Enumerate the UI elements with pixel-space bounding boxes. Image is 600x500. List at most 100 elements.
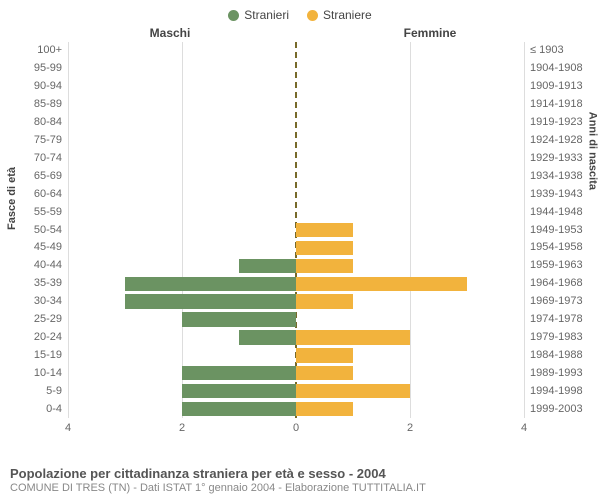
chart-title: Popolazione per cittadinanza straniera p… (10, 466, 590, 481)
bar-male (125, 294, 296, 308)
legend-swatch-male (228, 10, 239, 21)
birth-year-label: 1979-1983 (530, 332, 596, 343)
population-pyramid-chart: Stranieri Straniere Maschi Femmine Fasce… (0, 0, 600, 500)
age-label: 90-94 (10, 81, 62, 92)
x-tick-label: 4 (521, 422, 527, 434)
birth-year-label: 1964-1968 (530, 278, 596, 289)
x-tick-label: 2 (407, 422, 413, 434)
age-row: 10-141989-1993 (68, 364, 524, 382)
bar-female (296, 348, 353, 362)
birth-year-label: 1989-1993 (530, 368, 596, 379)
bar-female (296, 402, 353, 416)
age-label: 0-4 (10, 404, 62, 415)
legend-item-male: Stranieri (228, 8, 289, 22)
age-label: 100+ (10, 45, 62, 56)
age-label: 35-39 (10, 278, 62, 289)
chart-subtitle: COMUNE DI TRES (TN) - Dati ISTAT 1° genn… (10, 482, 590, 494)
birth-year-label: 1934-1938 (530, 171, 596, 182)
chart-footer: Popolazione per cittadinanza straniera p… (10, 466, 590, 494)
bar-male (239, 259, 296, 273)
birth-year-label: 1929-1933 (530, 153, 596, 164)
legend-label-female: Straniere (323, 8, 372, 22)
age-row: 20-241979-1983 (68, 329, 524, 347)
age-label: 40-44 (10, 260, 62, 271)
age-row: 85-891914-1918 (68, 96, 524, 114)
age-row: 25-291974-1978 (68, 311, 524, 329)
legend-swatch-female (307, 10, 318, 21)
age-row: 80-841919-1923 (68, 114, 524, 132)
age-label: 15-19 (10, 350, 62, 361)
legend: Stranieri Straniere (10, 8, 590, 22)
column-title-left: Maschi (0, 26, 300, 40)
age-label: 60-64 (10, 189, 62, 200)
age-label: 75-79 (10, 135, 62, 146)
birth-year-label: 1944-1948 (530, 207, 596, 218)
birth-year-label: 1999-2003 (530, 404, 596, 415)
birth-year-label: 1909-1913 (530, 81, 596, 92)
birth-year-label: 1949-1953 (530, 225, 596, 236)
age-label: 50-54 (10, 225, 62, 236)
age-row: 95-991904-1908 (68, 60, 524, 78)
bar-female (296, 277, 467, 291)
legend-item-female: Straniere (307, 8, 372, 22)
age-label: 65-69 (10, 171, 62, 182)
age-row: 5-91994-1998 (68, 382, 524, 400)
bar-male (125, 277, 296, 291)
age-label: 45-49 (10, 242, 62, 253)
bar-female (296, 330, 410, 344)
age-row: 55-591944-1948 (68, 203, 524, 221)
age-row: 75-791924-1928 (68, 132, 524, 150)
birth-year-label: 1994-1998 (530, 386, 596, 397)
age-label: 5-9 (10, 386, 62, 397)
age-row: 40-441959-1963 (68, 257, 524, 275)
plot-area: 100+≤ 190395-991904-190890-941909-191385… (68, 42, 524, 440)
x-tick-label: 0 (293, 422, 299, 434)
age-label: 55-59 (10, 207, 62, 218)
x-tick-label: 4 (65, 422, 71, 434)
bar-male (182, 366, 296, 380)
age-row: 30-341969-1973 (68, 293, 524, 311)
bar-female (296, 241, 353, 255)
bar-male (182, 312, 296, 326)
column-titles: Maschi Femmine (0, 26, 600, 40)
age-row: 35-391964-1968 (68, 275, 524, 293)
age-label: 25-29 (10, 314, 62, 325)
birth-year-label: 1954-1958 (530, 242, 596, 253)
x-axis: 4 2 0 2 4 (68, 420, 524, 440)
age-label: 85-89 (10, 99, 62, 110)
age-label: 10-14 (10, 368, 62, 379)
birth-year-label: 1969-1973 (530, 296, 596, 307)
age-row: 15-191984-1988 (68, 346, 524, 364)
age-label: 70-74 (10, 153, 62, 164)
birth-year-label: 1984-1988 (530, 350, 596, 361)
column-title-right: Femmine (300, 26, 600, 40)
bar-female (296, 384, 410, 398)
birth-year-label: ≤ 1903 (530, 45, 596, 56)
birth-year-label: 1959-1963 (530, 260, 596, 271)
age-row: 45-491954-1958 (68, 239, 524, 257)
bar-female (296, 223, 353, 237)
bar-female (296, 366, 353, 380)
age-row: 70-741929-1933 (68, 149, 524, 167)
age-label: 80-84 (10, 117, 62, 128)
bar-male (182, 384, 296, 398)
birth-year-label: 1974-1978 (530, 314, 596, 325)
age-label: 20-24 (10, 332, 62, 343)
age-row: 0-41999-2003 (68, 400, 524, 418)
x-tick-label: 2 (179, 422, 185, 434)
bar-male (239, 330, 296, 344)
birth-year-label: 1919-1923 (530, 117, 596, 128)
birth-year-label: 1904-1908 (530, 63, 596, 74)
age-row: 65-691934-1938 (68, 167, 524, 185)
gridline (524, 42, 525, 418)
age-label: 95-99 (10, 63, 62, 74)
age-row: 60-641939-1943 (68, 185, 524, 203)
age-label: 30-34 (10, 296, 62, 307)
bar-rows: 100+≤ 190395-991904-190890-941909-191385… (68, 42, 524, 418)
legend-label-male: Stranieri (244, 8, 289, 22)
age-row: 100+≤ 1903 (68, 42, 524, 60)
birth-year-label: 1924-1928 (530, 135, 596, 146)
bar-female (296, 259, 353, 273)
age-row: 50-541949-1953 (68, 221, 524, 239)
bar-male (182, 402, 296, 416)
